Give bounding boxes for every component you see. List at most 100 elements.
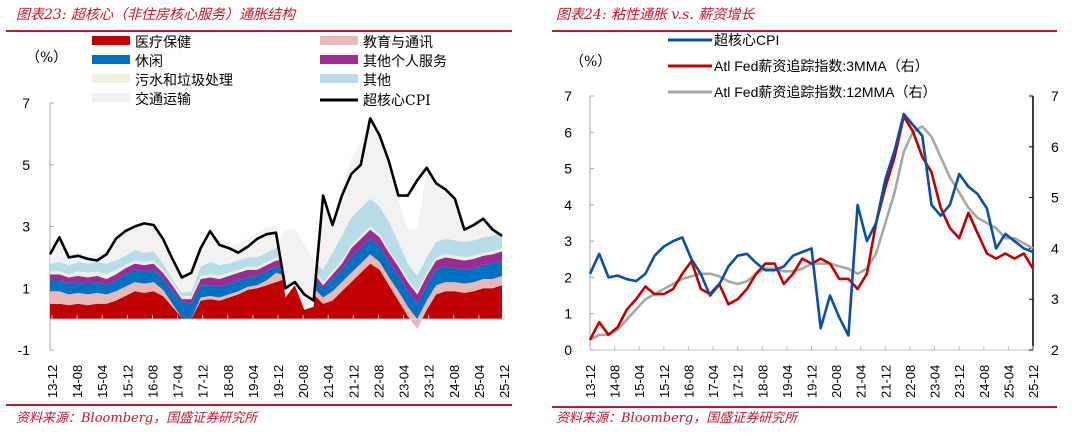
source-note-left: 资料来源：Bloomberg，国盛证券研究所	[16, 411, 258, 426]
x-tick-label: 15-04	[632, 365, 647, 398]
x-tick-label: 21-04	[854, 365, 869, 398]
line-series-1	[588, 115, 1035, 341]
legend-label: 医疗保健	[135, 35, 191, 51]
legend-label: 其他	[363, 73, 391, 89]
x-tick-label: 23-04	[928, 365, 943, 398]
x-tick-label: 17-04	[171, 365, 186, 398]
x-tick-label: 18-08	[755, 365, 770, 398]
x-tick-label: 25-12	[497, 365, 512, 398]
legend-swatch	[320, 55, 358, 64]
y-tick-label: 5	[564, 161, 572, 177]
x-tick-label: 13-12	[45, 365, 60, 398]
y2-tick-label: 3	[1051, 291, 1059, 307]
legend-label: 超核心CPI	[363, 93, 431, 109]
x-tick-label: 23-12	[422, 365, 437, 398]
x-tick-label: 23-04	[397, 365, 412, 398]
area-6	[50, 118, 502, 310]
legend-swatch	[320, 36, 358, 45]
source-note-right: 资料来源：Bloomberg，国盛证券研究所	[556, 411, 798, 426]
area-4	[50, 226, 502, 300]
area-5	[50, 198, 502, 296]
x-tick-label: 14-08	[608, 365, 623, 398]
x-tick-label: 25-12	[1026, 365, 1041, 398]
legend-label: 交通运输	[135, 91, 191, 108]
stacked-area-chart: -1 1 3 5 7 13-12 14-08 15-04 15-12 16-08 17-04 17-1…	[18, 35, 512, 398]
x-tick-label: 22-08	[903, 365, 918, 398]
x-tick-label: 16-08	[145, 365, 160, 398]
y2-tick-label: 7	[1051, 88, 1059, 104]
y-tick-label: 7	[22, 95, 30, 111]
legend-label: 休闲	[135, 54, 163, 70]
x-tick-label: 21-04	[321, 365, 336, 398]
y-tick-label: 0	[564, 342, 572, 358]
title-divider-right	[552, 30, 1057, 32]
y-tick-label: 3	[564, 233, 572, 249]
x-tick-label: 21-12	[346, 365, 361, 398]
legend-swatch	[92, 36, 130, 45]
y2-tick-label: 2	[1051, 342, 1059, 358]
y-tick-label: 5	[22, 157, 30, 173]
y-axis-unit-label: （%）	[26, 50, 67, 66]
legend-label: 超核心CPI	[714, 32, 779, 48]
x-tick-label: 14-08	[70, 365, 85, 398]
y-tick-label: 1	[22, 280, 30, 296]
area-3	[50, 229, 502, 304]
x-tick-label: 18-08	[221, 365, 236, 398]
x-tick-label: 13-12	[583, 365, 598, 398]
area-2	[50, 238, 502, 320]
line-series-2	[589, 125, 1034, 341]
x-tick-label: 25-04	[472, 365, 487, 398]
y-axis-unit-label: （%）	[570, 54, 611, 70]
chart-panel-right: 图表24: 粘性通胀 v.s. 薪资增长 0 1 2 3 4 5 6 7 2 3 4 5 6 7 13-12…	[540, 0, 1080, 437]
x-tick-label: 25-04	[1001, 365, 1016, 398]
area-1	[50, 254, 502, 329]
chart-title-right: 图表24: 粘性通胀 v.s. 薪资增长	[556, 7, 755, 23]
area-0	[50, 263, 502, 329]
x-tick-label: 23-12	[952, 365, 967, 398]
x-tick-label: 21-12	[878, 365, 893, 398]
legend-label: 教育与通讯	[363, 35, 433, 51]
x-tick-label: 19-12	[271, 365, 286, 398]
y2-tick-label: 5	[1051, 190, 1059, 206]
y-tick-label: 6	[564, 124, 572, 140]
x-tick-label: 17-12	[196, 365, 211, 398]
source-divider-right	[552, 406, 1057, 408]
x-tick-label: 19-04	[780, 365, 795, 398]
y-tick-label: 3	[22, 219, 30, 235]
x-tick-label: 15-12	[657, 365, 672, 398]
y2-tick-label: 4	[1051, 240, 1059, 256]
x-tick-label: 20-08	[296, 365, 311, 398]
line-series-super-core-cpi	[48, 117, 503, 302]
x-tick-label: 19-12	[805, 365, 820, 398]
legend-label: 污水和垃圾处理	[135, 73, 233, 89]
x-tick-label: 15-12	[120, 365, 135, 398]
y2-tick-label: 6	[1051, 139, 1059, 155]
y-tick-label: 2	[564, 269, 572, 285]
x-tick-label: 24-08	[977, 365, 992, 398]
legend-swatch	[92, 55, 130, 64]
y-tick-label: -1	[18, 342, 31, 358]
x-tick-label: 20-08	[829, 365, 844, 398]
x-tick-label: 19-04	[246, 365, 261, 398]
x-tick-label: 17-04	[706, 365, 721, 398]
legend-label: Atl Fed薪资追踪指数:3MMA（右）	[714, 58, 929, 74]
legend-swatch	[92, 93, 130, 102]
legend-label: Atl Fed薪资追踪指数:12MMA（右）	[714, 84, 936, 100]
x-tick-label: 24-08	[447, 365, 462, 398]
chart-title-left: 图表23: 超核心（非住房核心服务）通胀结构	[16, 7, 295, 23]
legend-label: 其他个人服务	[363, 54, 447, 70]
x-tick-label: 22-08	[371, 365, 386, 398]
y-tick-label: 1	[564, 306, 572, 322]
chart-panel-left: 图表23: 超核心（非住房核心服务）通胀结构 -1 1 3 5 7 13-12 14-08 1…	[6, 7, 512, 426]
legend-swatch	[320, 74, 358, 83]
line-chart: 0 1 2 3 4 5 6 7 2 3 4 5 6 7 13-12 14-08 15-04 15-12 16-08 1…	[564, 32, 1059, 398]
line-series-0	[588, 112, 1034, 337]
y-tick-label: 7	[564, 88, 572, 104]
x-tick-label: 15-04	[95, 365, 110, 398]
y-tick-label: 4	[564, 197, 572, 213]
title-divider-left	[6, 30, 512, 32]
legend-swatch	[92, 74, 130, 83]
source-divider-left	[6, 404, 512, 406]
x-tick-label: 16-08	[681, 365, 696, 398]
x-tick-label: 17-12	[731, 365, 746, 398]
